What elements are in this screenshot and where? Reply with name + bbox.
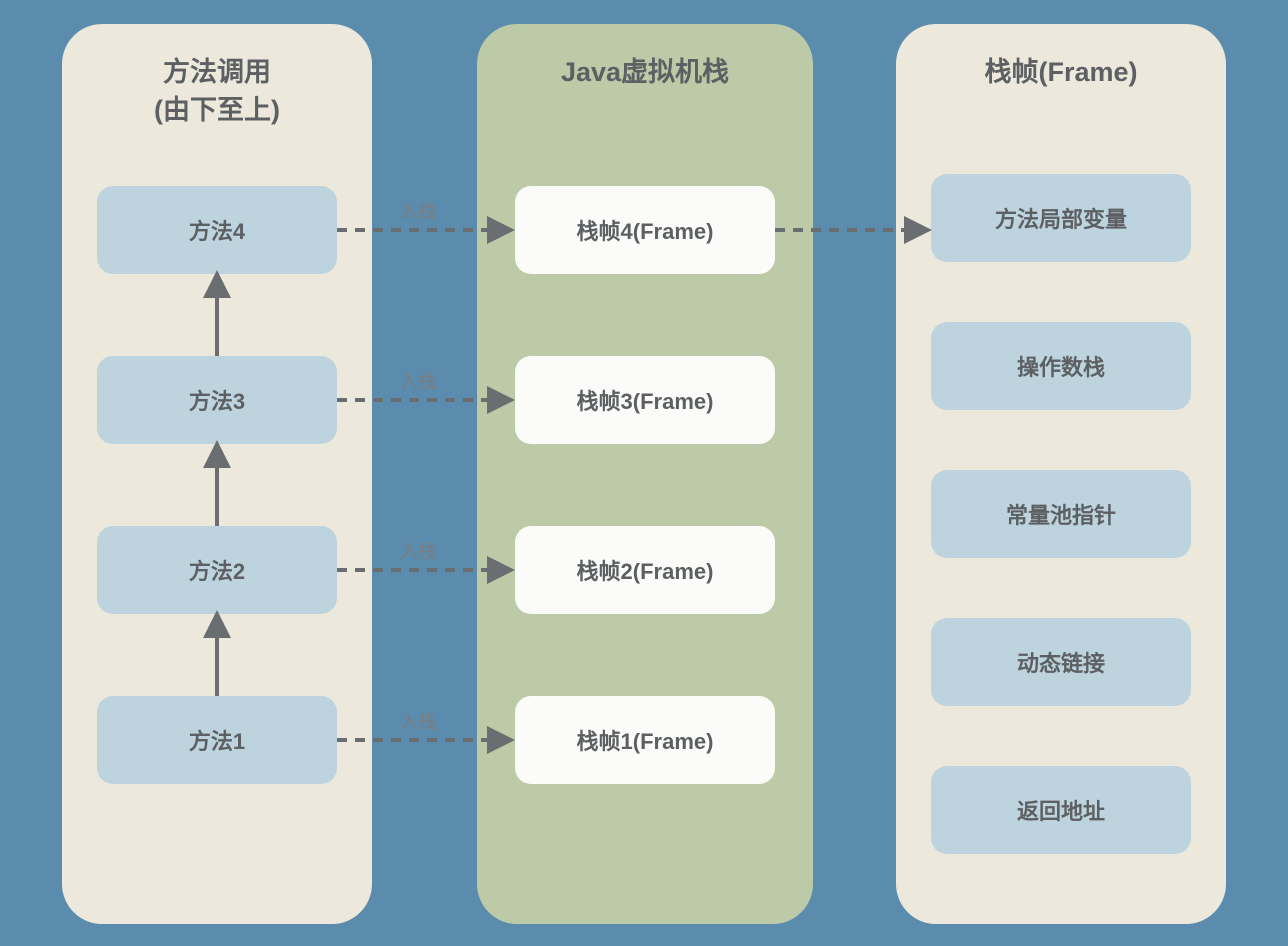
- frame-box-3: 栈帧3(Frame): [515, 356, 775, 444]
- jvm-stack-title: Java虚拟机栈: [477, 54, 813, 92]
- frame-box-1: 栈帧1(Frame): [515, 696, 775, 784]
- frame-box-2: 栈帧2(Frame): [515, 526, 775, 614]
- detail-box-constant-pool: 常量池指针: [931, 470, 1191, 558]
- method-call-column: 方法调用 (由下至上): [62, 24, 372, 924]
- title-line1: 方法调用: [163, 57, 271, 87]
- detail-box-operand-stack: 操作数栈: [931, 322, 1191, 410]
- detail-box-dynamic-link: 动态链接: [931, 618, 1191, 706]
- detail-box-local-vars: 方法局部变量: [931, 174, 1191, 262]
- jvm-stack-column: Java虚拟机栈: [477, 24, 813, 924]
- method-box-4: 方法4: [97, 186, 337, 274]
- frame-box-4: 栈帧4(Frame): [515, 186, 775, 274]
- method-box-1: 方法1: [97, 696, 337, 784]
- method-box-3: 方法3: [97, 356, 337, 444]
- push-label-2: 入栈: [400, 538, 436, 564]
- push-label-3: 入栈: [400, 368, 436, 394]
- method-box-2: 方法2: [97, 526, 337, 614]
- method-call-title: 方法调用 (由下至上): [62, 54, 372, 130]
- push-label-4: 入栈: [400, 198, 436, 224]
- stack-frame-title: 栈帧(Frame): [896, 54, 1226, 92]
- title-line2: (由下至上): [154, 95, 280, 125]
- detail-box-return-addr: 返回地址: [931, 766, 1191, 854]
- push-label-1: 入栈: [400, 708, 436, 734]
